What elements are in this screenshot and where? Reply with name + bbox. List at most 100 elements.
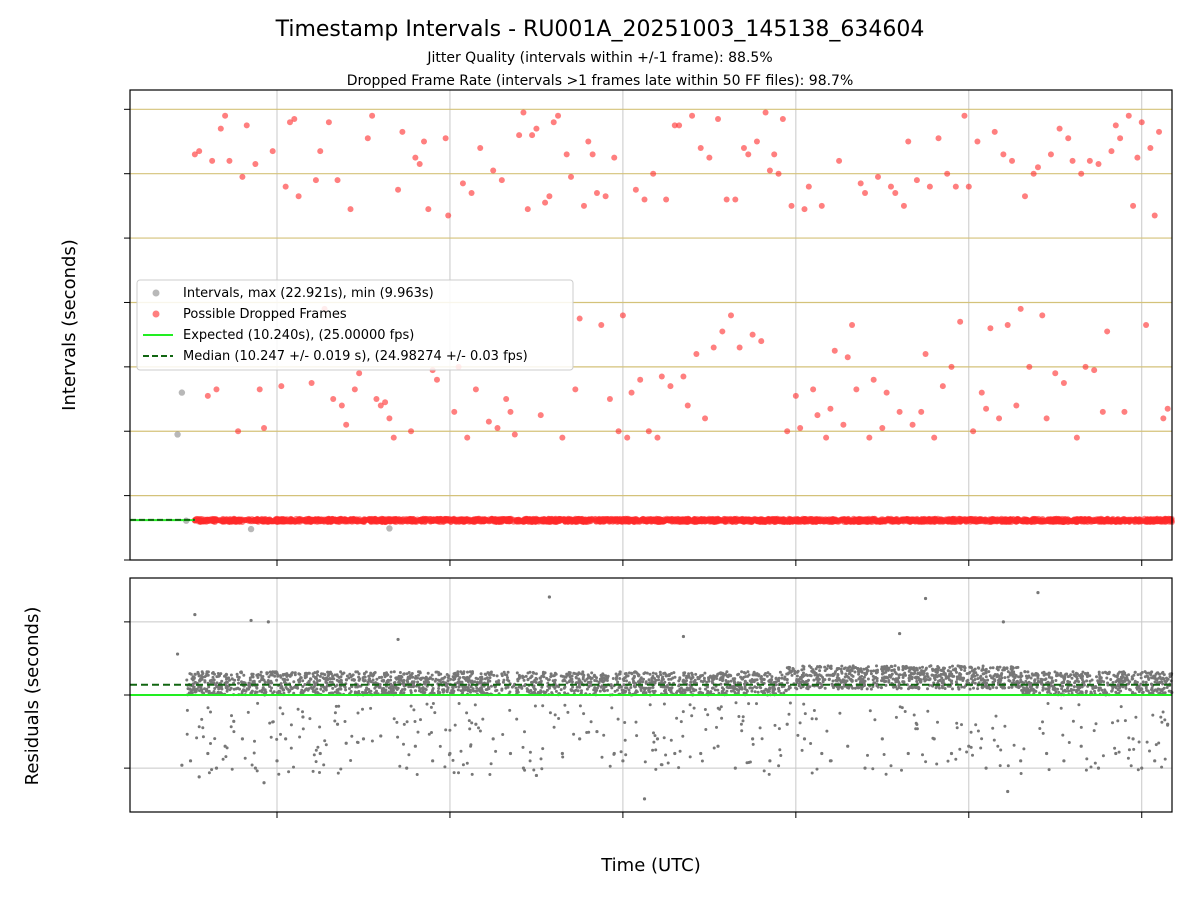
dropped-frame-point [944,170,951,177]
residual-band-point [484,688,488,692]
residual-band-point [545,676,549,680]
residual-band-point [937,666,941,670]
dropped-frame-band-point [1091,518,1098,525]
dropped-frame-band-point [264,517,271,524]
residual-band-point [303,683,307,686]
interval-point [247,525,255,533]
dropped-frame-point [559,434,566,441]
dropped-frame-band-point [505,516,512,523]
dropped-frame-point [1052,370,1059,377]
dropped-frame-point [1091,367,1098,374]
dropped-frame-point [390,434,397,441]
dropped-frame-band-point [1040,518,1047,524]
residual-band-point [743,687,747,691]
dropped-frame-point [939,383,946,390]
dropped-frame-point [291,115,298,122]
residual-band-point [479,672,483,676]
residual-band-point [1150,670,1154,674]
residual-band-point [848,671,852,675]
residual-band-point [772,680,776,684]
residual-band-point [318,674,322,678]
residual-band-point [910,677,914,681]
dropped-frame-band-point [920,518,927,525]
dropped-frame-point [235,428,242,435]
residual-band-point [1160,671,1164,675]
residual-band-point [466,670,469,674]
intervals-plot [124,89,1175,566]
dropped-frame-point [364,135,371,142]
residual-band-point [229,673,233,677]
residual-band-point [1026,670,1030,674]
residual-band-point [1121,673,1124,677]
dropped-frame-point [445,212,452,219]
residual-band-point [416,680,420,684]
residual-band-point [339,687,343,691]
residual-band-point [869,669,873,673]
residual-band-point [433,679,437,683]
dropped-frame-point [1143,322,1150,328]
residual-band-point [254,690,257,694]
dropped-frame-point [1047,151,1054,158]
dropped-frame-point [416,161,423,168]
dropped-frame-point [356,370,363,377]
residual-band-point [707,679,711,683]
residual-band-point [995,686,999,690]
residual-band-point [456,688,460,692]
residual-band-point [1105,676,1109,680]
residual-band-point [587,674,591,678]
dropped-frame-point [524,206,531,213]
residual-band-point [651,686,655,689]
dropped-frame-band-point [195,517,202,524]
residual-band-point [228,678,231,682]
residual-band-point [394,685,398,689]
residual-band-point [874,671,878,675]
residual-band-point [893,664,897,668]
dropped-frame-point [853,386,860,393]
dropped-frame-band-point [857,517,864,524]
dropped-frame-point [1013,402,1020,409]
residual-band-point [969,665,973,669]
residual-band-point [430,673,434,677]
residual-band-point [853,670,857,674]
dropped-frame-band-point [460,516,467,523]
dropped-frame-band-point [450,516,457,523]
residual-band-point [457,678,461,681]
dropped-frame-point [866,434,873,441]
dropped-frame-point [615,428,622,435]
dropped-frame-point [1078,170,1085,177]
dropped-frame-band-point [441,518,448,525]
dropped-frame-band-point [1123,518,1130,524]
dropped-frame-band-point [499,517,506,524]
dropped-frame-band-point [667,517,674,523]
residual-band-point [333,673,337,677]
residual-band-point [984,667,988,671]
dropped-frame-point [1104,328,1111,335]
residual-band-point [212,678,216,682]
dropped-frame-point [1056,125,1063,132]
dropped-frame-point [580,202,587,209]
residual-band-point [273,674,277,678]
residual-band-point [1001,668,1005,672]
dropped-frame-point [382,399,389,406]
residual-band-point [188,687,192,691]
dropped-frame-band-point [540,518,547,525]
residual-band-point [960,685,964,689]
dropped-frame-band-point [1084,519,1091,525]
residual-band-point [255,686,259,690]
dropped-frame-point [619,312,626,319]
residual-band-point [286,678,289,682]
dropped-frame-band-point [521,517,528,524]
residual-band-point [576,689,580,693]
residual-band-point [1111,681,1115,684]
residual-band-point [746,670,750,674]
dropped-frame-band-point [599,518,606,525]
dropped-frame-point [1117,135,1124,142]
dropped-frame-band-point [513,517,520,523]
dropped-frame-band-point [1005,518,1012,525]
residual-band-point [402,691,406,695]
residual-band-point [611,677,615,680]
dropped-frame-point [1099,408,1106,415]
dropped-frame-point [831,347,838,354]
dropped-frame-point [1026,363,1033,370]
residual-band-point [443,675,447,679]
